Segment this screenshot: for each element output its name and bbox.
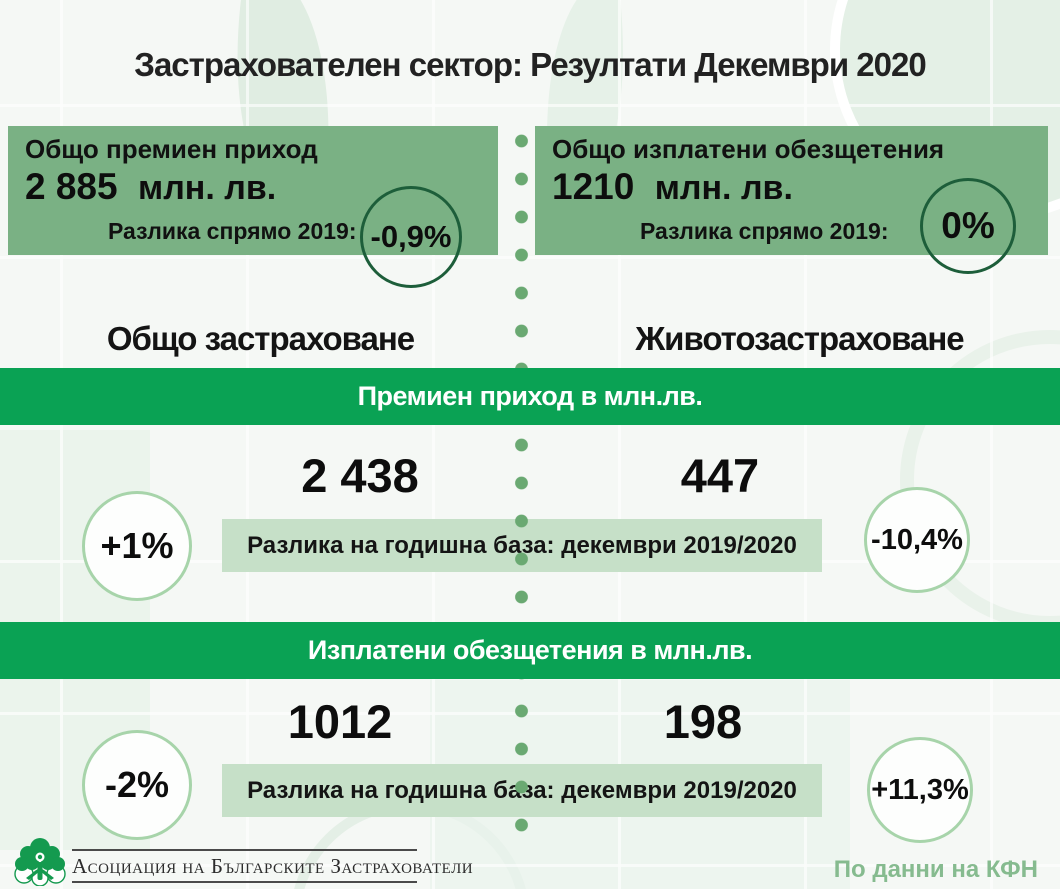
claims-paid-yoy-bar: Разлика на годишна база: декември 2019/2… xyxy=(222,764,822,817)
premium-income-life-diff-circle: -10,4% xyxy=(864,487,970,593)
kpi-diff-label: Разлика спрямо 2019: xyxy=(640,218,889,244)
banner-premium-income: Премиен приход в млн.лв. xyxy=(0,368,1060,425)
kpi-claims-paid-box: Общо изплатени обезщетения 1210 млн. лв.… xyxy=(535,126,1048,274)
association-tree-logo-icon xyxy=(14,838,66,886)
kpi-value: 1210 xyxy=(552,166,635,207)
kpi-diff-label: Разлика спрямо 2019: xyxy=(108,218,357,244)
kpi-value: 2 885 xyxy=(25,166,118,207)
kpi-value-line: 1210 млн. лв. xyxy=(552,166,793,208)
column-header-life-insurance: Животозастраховане xyxy=(635,320,964,357)
kpi-label: Общо премиен приход xyxy=(25,134,318,164)
kpi-diff-circle: 0% xyxy=(920,178,1016,274)
kpi-unit: млн. лв. xyxy=(138,169,277,207)
kpi-unit: млн. лв. xyxy=(654,169,793,207)
kpi-value-line: 2 885 млн. лв. xyxy=(25,166,276,208)
column-header-general-insurance: Общо застраховане xyxy=(106,320,415,357)
association-name: Асоциация на Българските Застрахователи xyxy=(72,849,473,883)
claims-paid-life-diff-circle: +11,3% xyxy=(867,737,973,843)
claims-paid-general-diff-circle: -2% xyxy=(82,730,192,840)
kpi-premium-income-box: Общо премиен приход 2 885 млн. лв. Разли… xyxy=(8,126,498,288)
page-title: Застрахователен сектор: Резултати Декемв… xyxy=(134,46,926,83)
premium-income-general-value: 2 438 xyxy=(301,449,419,502)
claims-paid-general-value: 1012 xyxy=(287,695,393,748)
data-source-label: По данни на КФН xyxy=(833,856,1038,883)
kpi-diff-circle: -0,9% xyxy=(360,186,462,288)
kpi-label: Общо изплатени обезщетения xyxy=(552,134,945,164)
premium-income-life-value: 447 xyxy=(680,449,760,502)
claims-paid-life-value: 198 xyxy=(663,695,743,748)
dotted-divider xyxy=(513,122,530,855)
banner-claims-paid: Изплатени обезщетения в млн.лв. xyxy=(0,622,1060,679)
premium-income-yoy-bar: Разлика на годишна база: декември 2019/2… xyxy=(222,519,822,572)
premium-income-general-diff-circle: +1% xyxy=(82,491,192,601)
